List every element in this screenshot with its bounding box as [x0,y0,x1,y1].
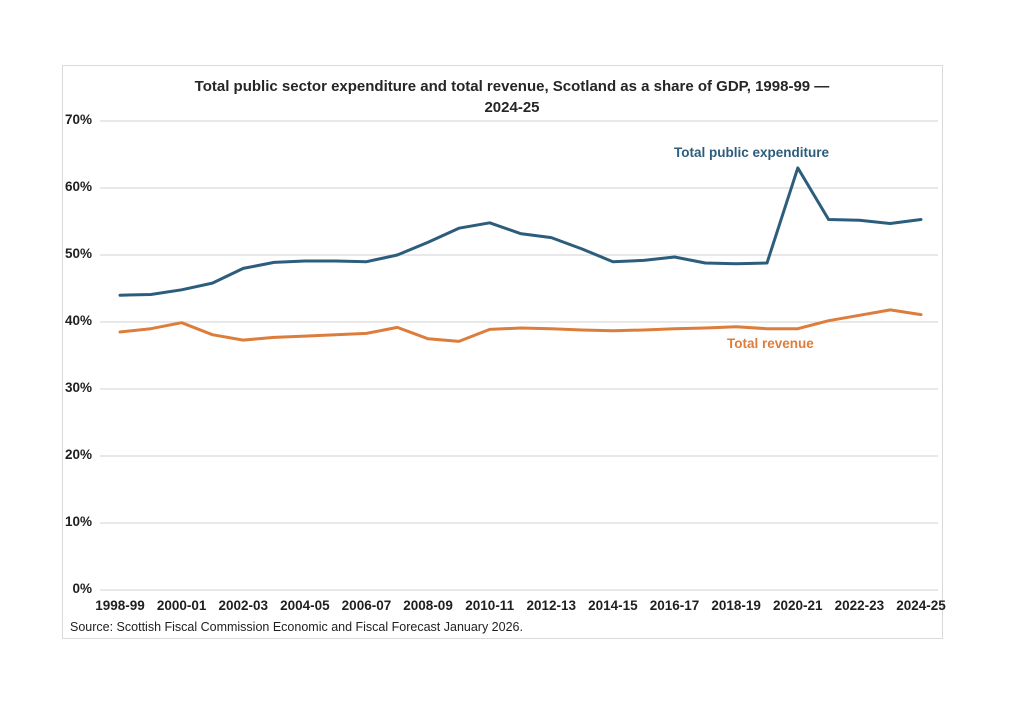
chart-title: Total public sector expenditure and tota… [162,76,862,118]
chart-title-line1: Total public sector expenditure and tota… [194,78,830,95]
revenue-series-label: Total revenue [727,336,814,351]
chart-title-line2: 2024-25 [484,99,540,116]
source-note: Source: Scottish Fiscal Commission Econo… [70,620,523,634]
chart-frame [62,65,943,639]
expenditure-series-label: Total public expenditure [674,145,830,160]
